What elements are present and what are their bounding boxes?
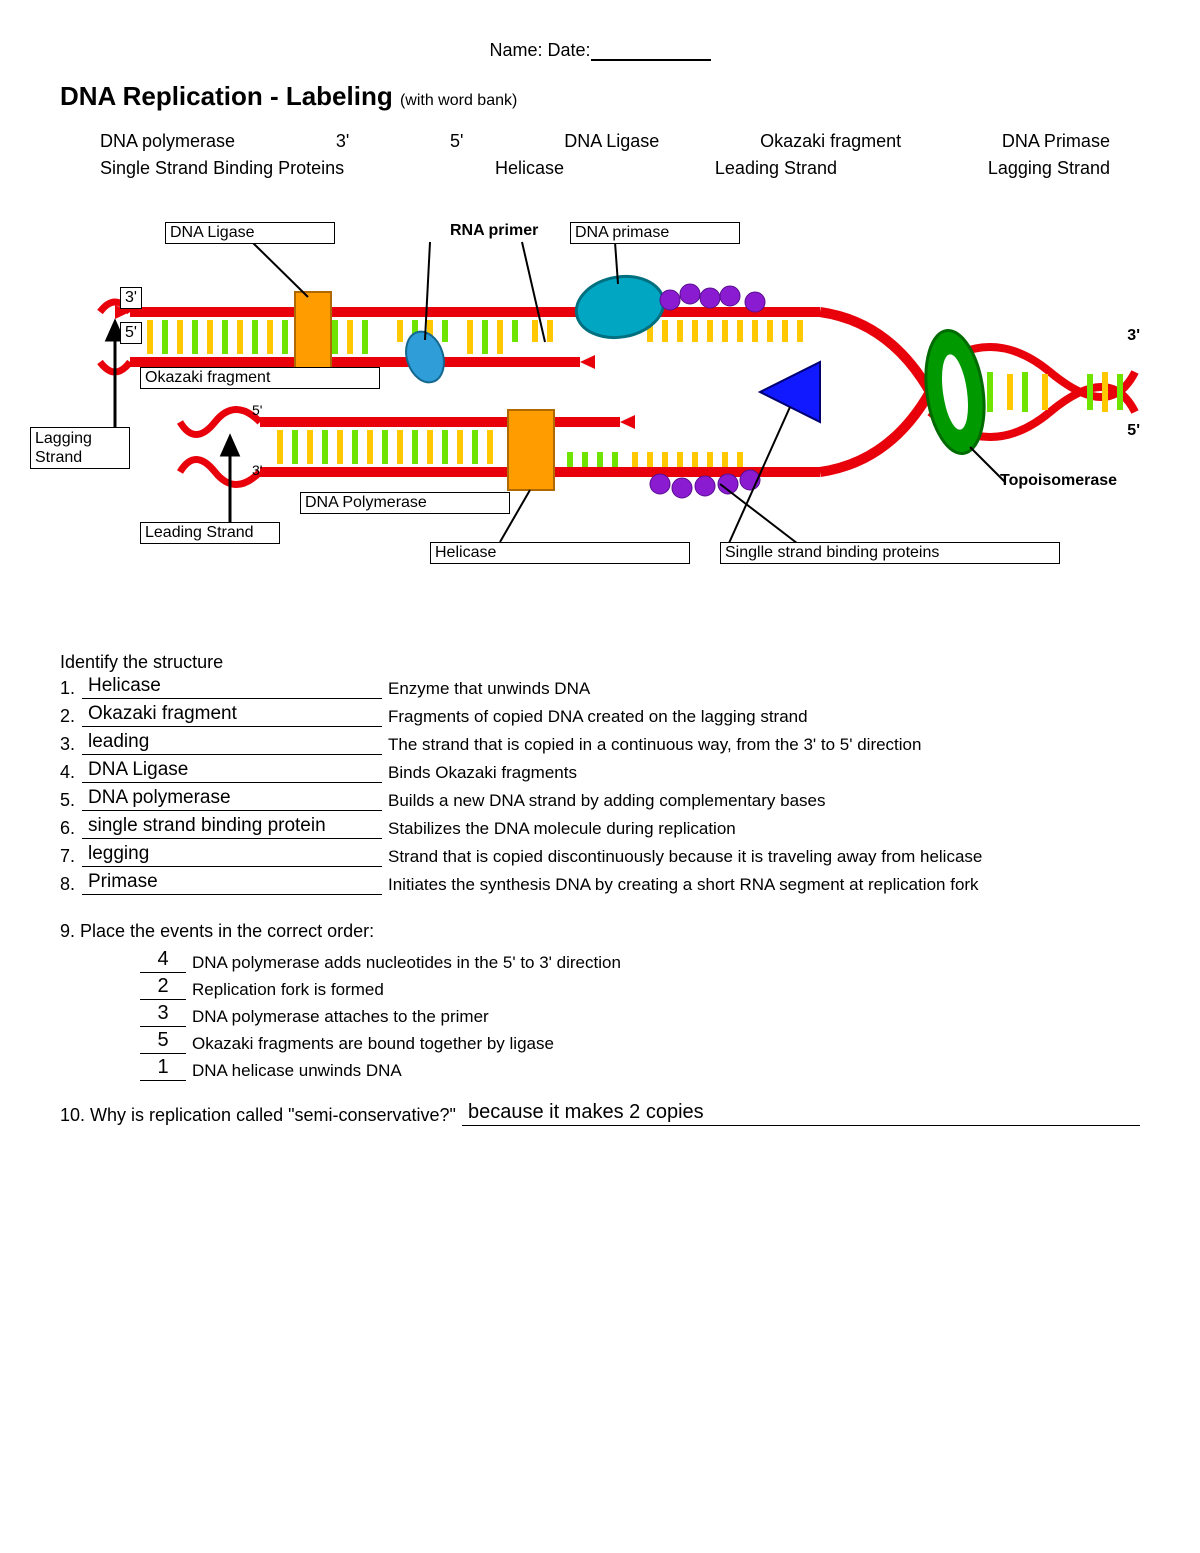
identify-row: 8.PrimaseInitiates the synthesis DNA by … <box>60 871 1140 895</box>
name-label: Name: <box>489 40 542 60</box>
label-lagging[interactable]: Lagging Strand <box>30 427 130 469</box>
q-number: 6. <box>60 818 82 839</box>
label-topoisomerase: Topoisomerase <box>1000 472 1117 490</box>
order-row: 3DNA polymerase attaches to the primer <box>140 1002 1140 1027</box>
order-answer[interactable]: 3 <box>140 1002 186 1027</box>
order-description: DNA helicase unwinds DNA <box>186 1061 402 1081</box>
q-number: 2. <box>60 706 82 727</box>
q-description: Fragments of copied DNA created on the l… <box>382 707 808 727</box>
order-description: DNA polymerase attaches to the primer <box>186 1007 489 1027</box>
label-ssb[interactable]: Singlle strand binding proteins <box>720 542 1060 564</box>
wordbank-row-2: Single Strand Binding Proteins Helicase … <box>60 155 1140 182</box>
order-row: 2Replication fork is formed <box>140 975 1140 1000</box>
label-okazaki[interactable]: Okazaki fragment <box>140 367 380 389</box>
q-number: 8. <box>60 874 82 895</box>
q-answer[interactable]: Helicase <box>82 675 382 699</box>
label-5prime-top[interactable]: 5' <box>120 322 142 344</box>
q-answer[interactable]: single strand binding protein <box>82 815 382 839</box>
q-answer[interactable]: leading <box>82 731 382 755</box>
wb-item: DNA Ligase <box>564 128 659 155</box>
identify-row: 7.leggingStrand that is copied discontin… <box>60 843 1140 867</box>
q-number: 1. <box>60 678 82 699</box>
wb-item: Okazaki fragment <box>760 128 901 155</box>
label-dna-ligase[interactable]: DNA Ligase <box>165 222 335 244</box>
date-label: Date: <box>548 40 591 60</box>
title-sub: (with word bank) <box>400 92 517 109</box>
label-dna-primase[interactable]: DNA primase <box>570 222 740 244</box>
label-rna-primer: RNA primer <box>450 222 538 240</box>
order-answer[interactable]: 4 <box>140 948 186 973</box>
label-3prime-right: 3' <box>1127 327 1140 345</box>
label-5-small: 5' <box>252 402 262 418</box>
q-answer[interactable]: DNA Ligase <box>82 759 382 783</box>
replication-diagram: DNA Ligase RNA primer DNA primase 3' 5' … <box>60 192 1140 622</box>
order-prompt: 9. Place the events in the correct order… <box>60 921 1140 942</box>
wb-item: DNA polymerase <box>100 128 235 155</box>
order-description: DNA polymerase adds nucleotides in the 5… <box>186 953 621 973</box>
identify-row: 5.DNA polymeraseBuilds a new DNA strand … <box>60 787 1140 811</box>
identify-row: 4.DNA LigaseBinds Okazaki fragments <box>60 759 1140 783</box>
order-answer[interactable]: 1 <box>140 1056 186 1081</box>
q-description: Initiates the synthesis DNA by creating … <box>382 875 979 895</box>
q10-prompt: 10. Why is replication called "semi-cons… <box>60 1105 456 1126</box>
wb-item: 3' <box>336 128 349 155</box>
wordbank-row-1: DNA polymerase 3' 5' DNA Ligase Okazaki … <box>60 128 1140 155</box>
q-answer[interactable]: legging <box>82 843 382 867</box>
q-description: Stabilizes the DNA molecule during repli… <box>382 819 736 839</box>
word-bank: DNA polymerase 3' 5' DNA Ligase Okazaki … <box>60 128 1140 182</box>
wb-item: Leading Strand <box>715 155 837 182</box>
label-3-small: 3' <box>252 462 262 478</box>
wb-item: Single Strand Binding Proteins <box>100 155 344 182</box>
q10-answer[interactable]: because it makes 2 copies <box>462 1101 1140 1126</box>
q-number: 4. <box>60 762 82 783</box>
order-row: 1DNA helicase unwinds DNA <box>140 1056 1140 1081</box>
q-answer[interactable]: DNA polymerase <box>82 787 382 811</box>
q-description: Binds Okazaki fragments <box>382 763 577 783</box>
title-main: DNA Replication - Labeling <box>60 81 393 111</box>
wb-item: DNA Primase <box>1002 128 1110 155</box>
q-description: Strand that is copied discontinuously be… <box>382 847 982 867</box>
name-date-row: Name: Date: <box>60 40 1140 61</box>
order-description: Replication fork is formed <box>186 980 384 1000</box>
order-row: 4DNA polymerase adds nucleotides in the … <box>140 948 1140 973</box>
q-number: 7. <box>60 846 82 867</box>
identify-heading: Identify the structure <box>60 652 1140 673</box>
label-5prime-right: 5' <box>1127 422 1140 440</box>
order-description: Okazaki fragments are bound together by … <box>186 1034 554 1054</box>
wb-item: Helicase <box>495 155 564 182</box>
q-description: Builds a new DNA strand by adding comple… <box>382 791 826 811</box>
q10-row: 10. Why is replication called "semi-cons… <box>60 1101 1140 1126</box>
date-blank[interactable] <box>591 43 711 61</box>
label-helicase[interactable]: Helicase <box>430 542 690 564</box>
order-row: 5Okazaki fragments are bound together by… <box>140 1029 1140 1054</box>
q-number: 5. <box>60 790 82 811</box>
wb-item: 5' <box>450 128 463 155</box>
order-answer[interactable]: 2 <box>140 975 186 1000</box>
q-description: Enzyme that unwinds DNA <box>382 679 590 699</box>
identify-row: 2.Okazaki fragmentFragments of copied DN… <box>60 703 1140 727</box>
order-answer[interactable]: 5 <box>140 1029 186 1054</box>
identify-row: 6.single strand binding proteinStabilize… <box>60 815 1140 839</box>
wb-item: Lagging Strand <box>988 155 1110 182</box>
label-leading[interactable]: Leading Strand <box>140 522 280 544</box>
q-description: The strand that is copied in a continuou… <box>382 735 921 755</box>
q-answer[interactable]: Primase <box>82 871 382 895</box>
q-answer[interactable]: Okazaki fragment <box>82 703 382 727</box>
identify-row: 3.leadingThe strand that is copied in a … <box>60 731 1140 755</box>
identify-section: Identify the structure 1.HelicaseEnzyme … <box>60 652 1140 895</box>
order-section: 9. Place the events in the correct order… <box>60 921 1140 1081</box>
page-title: DNA Replication - Labeling (with word ba… <box>60 81 1140 112</box>
identify-row: 1.HelicaseEnzyme that unwinds DNA <box>60 675 1140 699</box>
q-number: 3. <box>60 734 82 755</box>
label-dna-polymerase[interactable]: DNA Polymerase <box>300 492 510 514</box>
worksheet-page: Name: Date: DNA Replication - Labeling (… <box>0 0 1200 1186</box>
label-3prime-top[interactable]: 3' <box>120 287 142 309</box>
